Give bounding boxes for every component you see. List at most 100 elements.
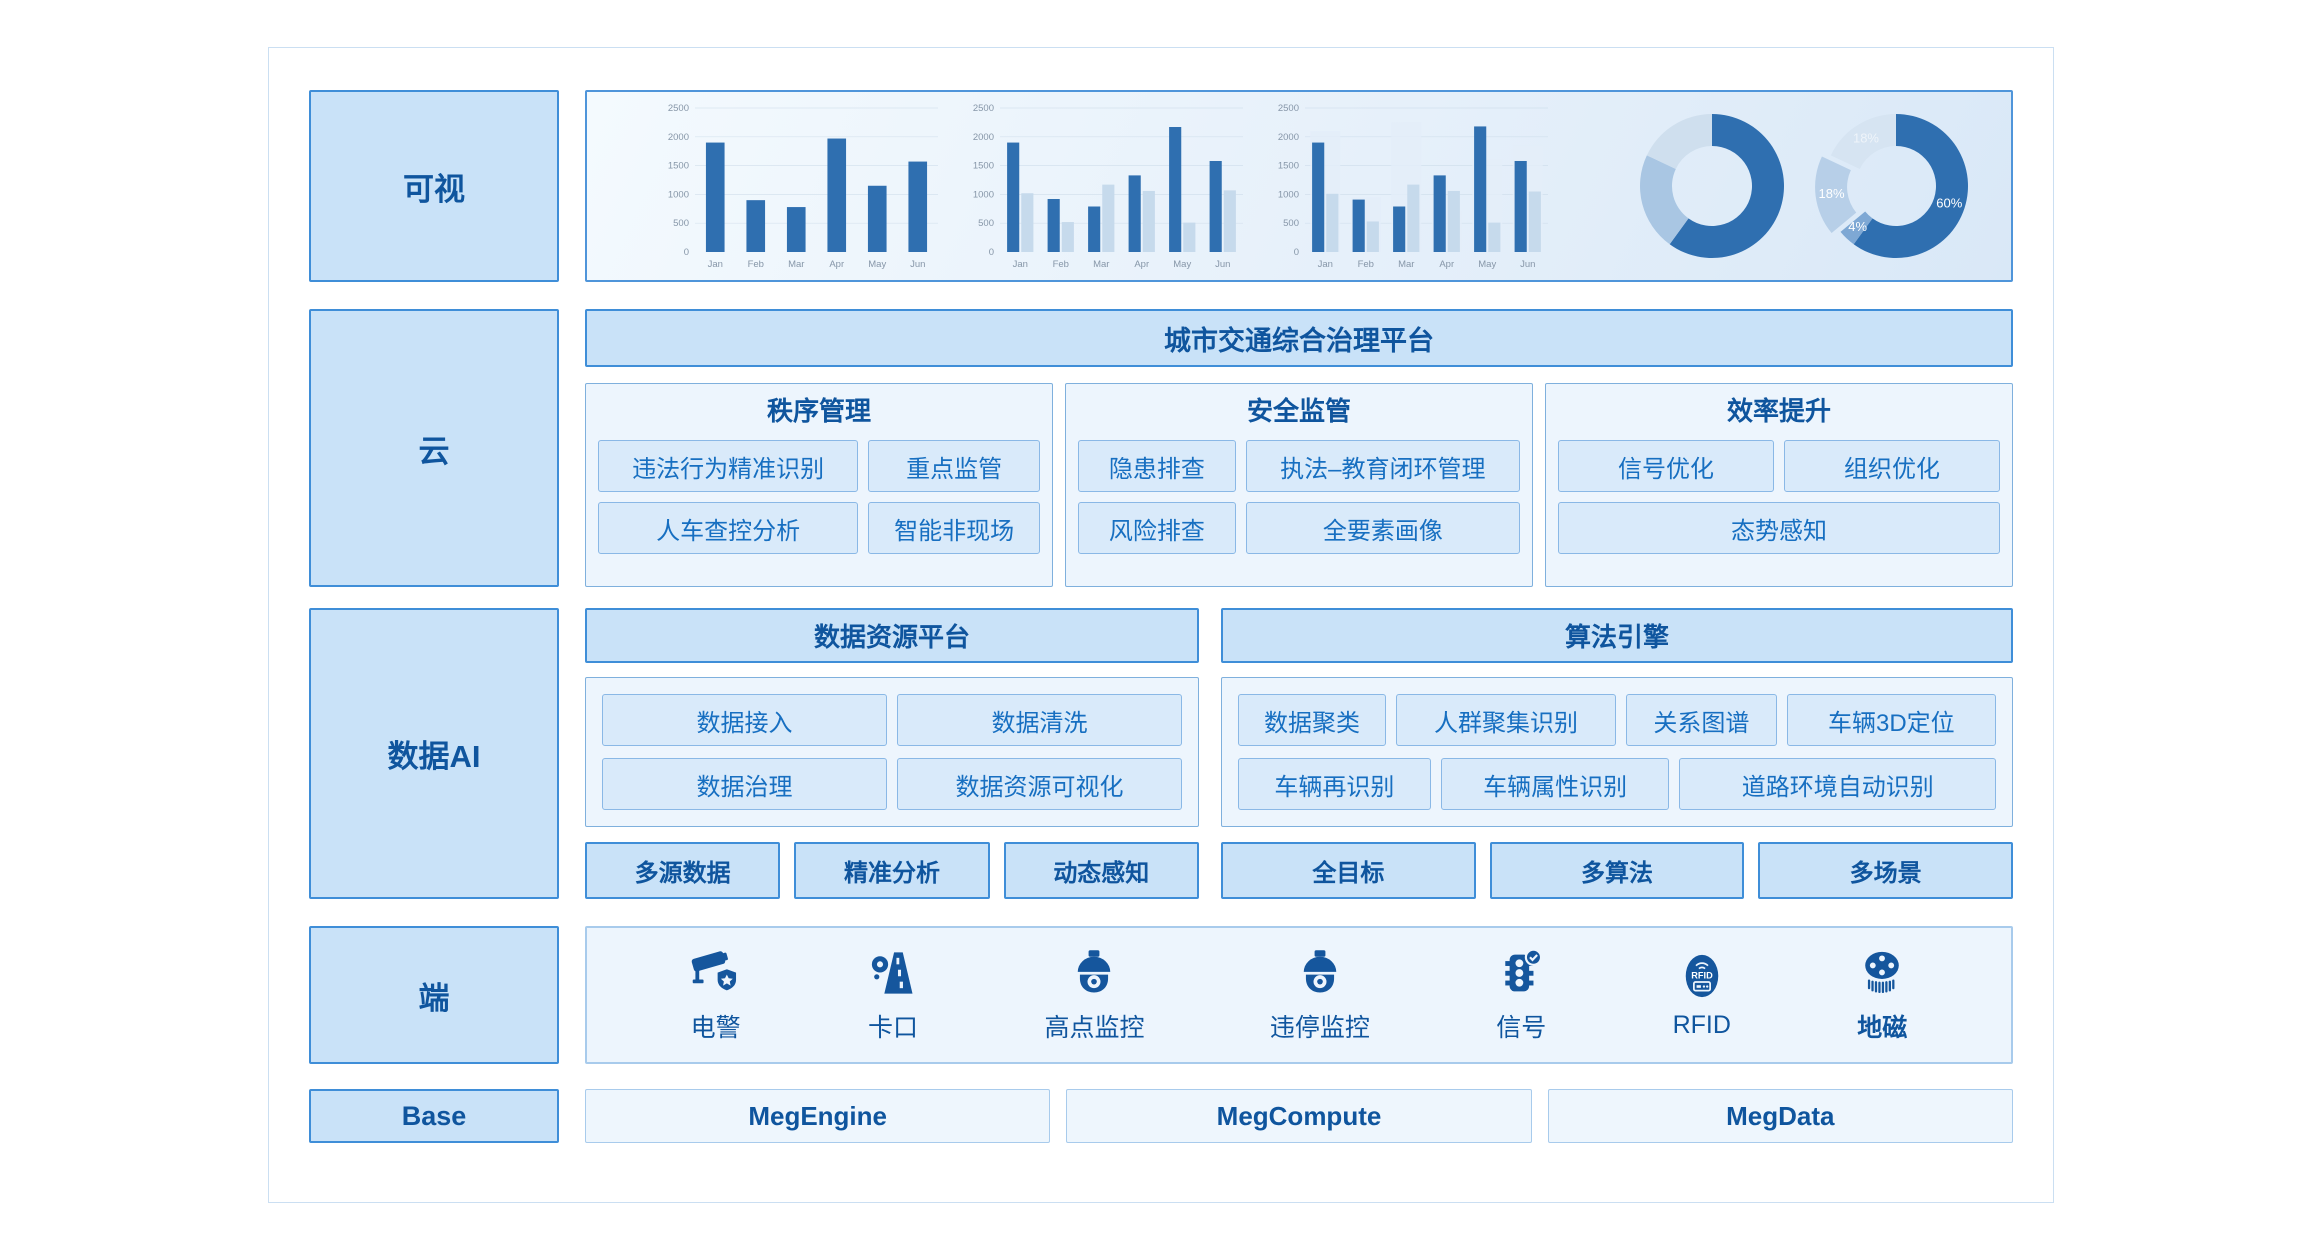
feature-button: 道路环境自动识别 (1679, 758, 1997, 810)
svg-text:0: 0 (989, 247, 994, 258)
capability-tag: 全目标 (1221, 842, 1476, 899)
feature-button: 隐患排查 (1078, 440, 1236, 492)
section-order-management: 秩序管理 违法行为精准识别 重点监管 人车查控分析 智能非现场 (585, 383, 1053, 587)
data-platform-panel: 数据接入 数据清洗 数据治理 数据资源可视化 (585, 677, 1199, 827)
feature-button: 车辆再识别 (1238, 758, 1431, 810)
magnetometer-coil-icon (1865, 951, 1900, 993)
feature-button: 违法行为精准识别 (598, 440, 859, 492)
data-ai-content: 数据资源平台 算法引擎 数据接入 数据清洗 数据治理 数据资源可视 (585, 608, 2014, 899)
svg-text:0: 0 (684, 247, 689, 258)
feature-button: 重点监管 (868, 440, 1040, 492)
svg-text:2000: 2000 (973, 132, 994, 143)
svg-text:Jun: Jun (1215, 259, 1230, 270)
feature-button: 关系图谱 (1626, 694, 1777, 746)
feature-button: 全要素画像 (1245, 502, 1520, 554)
data-platform-header: 数据资源平台 (585, 608, 1199, 663)
svg-text:2500: 2500 (668, 103, 689, 114)
device-kakou: 卡口 (867, 947, 919, 1044)
feature-button: 人车查控分析 (598, 502, 859, 554)
layer-row-base: Base MegEngine MegCompute MegData (309, 1089, 2013, 1143)
capability-tag: 多算法 (1489, 842, 1745, 899)
capability-tag: 动态感知 (1003, 842, 1199, 899)
dome-camera-icon (1078, 949, 1111, 992)
svg-text:Jun: Jun (910, 259, 925, 270)
layer-label-edge: 端 (309, 926, 559, 1064)
svg-text:1500: 1500 (1278, 161, 1299, 172)
feature-button: 数据清洗 (897, 694, 1182, 746)
feature-button: 组织优化 (1784, 440, 2000, 492)
feature-button: 数据治理 (602, 758, 887, 810)
svg-text:18%: 18% (1818, 186, 1844, 201)
capability-tag: 精准分析 (794, 842, 990, 899)
svg-text:500: 500 (1283, 218, 1299, 229)
rfid-icon-text: RFID (1691, 971, 1713, 981)
svg-text:May: May (1173, 259, 1191, 270)
donut-charts: 60% 4% 18% 18% (1627, 101, 1981, 271)
svg-text:May: May (1478, 259, 1496, 270)
layer-label-cloud: 云 (309, 309, 559, 587)
layer-label-base: Base (309, 1089, 559, 1143)
svg-text:Jun: Jun (1520, 259, 1535, 270)
base-item-megcompute: MegCompute (1066, 1089, 1532, 1143)
feature-button: 车辆3D定位 (1786, 694, 1996, 746)
svg-text:2000: 2000 (668, 132, 689, 143)
feature-button: 数据聚类 (1238, 694, 1386, 746)
svg-text:Mar: Mar (1093, 259, 1109, 270)
device-label: 高点监控 (1044, 1013, 1145, 1042)
section-safety-supervision: 安全监管 隐患排查 执法–教育闭环管理 风险排查 全要素画像 (1065, 383, 1533, 587)
bar-chart-3: 0 500 1000 1500 2000 2500 Jan Feb Mar Apr May Jun (1269, 98, 1554, 274)
svg-text:18%: 18% (1853, 131, 1879, 146)
algo-engine-panel: 数据聚类 人群聚集识别 关系图谱 车辆3D定位 车辆再识别 车辆属性识别 道路环… (1221, 677, 2013, 827)
donut-chart-1 (1627, 101, 1797, 271)
device-xinhao: 信号 (1495, 947, 1547, 1044)
svg-text:Feb: Feb (1053, 259, 1069, 270)
capability-tag: 多源数据 (585, 842, 781, 899)
device-label: 地磁 (1857, 1013, 1908, 1042)
feature-button: 车辆属性识别 (1440, 758, 1670, 810)
svg-text:0: 0 (1294, 247, 1299, 258)
section-title: 安全监管 (1246, 396, 1351, 426)
device-label: 卡口 (868, 1013, 919, 1042)
layer-label-data-ai: 数据AI (309, 608, 559, 899)
svg-text:500: 500 (673, 218, 689, 229)
feature-button: 态势感知 (1558, 502, 2000, 554)
layer-label-visual: 可视 (309, 90, 559, 282)
device-dianjing: 电警 (690, 947, 742, 1044)
traffic-light-check-icon (1505, 948, 1543, 991)
svg-text:Feb: Feb (748, 259, 764, 270)
dashboard-preview-panel: 0 500 1000 1500 2000 2500 Jan Feb Mar Apr May Jun 0… (585, 90, 2013, 282)
base-item-megengine: MegEngine (585, 1089, 1051, 1143)
svg-text:Apr: Apr (829, 259, 844, 270)
base-items: MegEngine MegCompute MegData (585, 1089, 2013, 1143)
layer-row-data-ai: 数据AI 数据资源平台 算法引擎 数据接入 数据清洗 (309, 608, 2014, 899)
feature-button: 智能非现场 (868, 502, 1040, 554)
feature-button: 执法–教育闭环管理 (1245, 440, 1520, 492)
edge-devices-panel: 电警 卡口 (585, 926, 2013, 1064)
layer-row-cloud: 云 城市交通综合治理平台 秩序管理 违法行为精准识别 重点监管 人车查控分析 智… (309, 309, 2013, 587)
section-title: 秩序管理 (766, 396, 871, 426)
svg-text:1000: 1000 (1278, 189, 1299, 200)
rfid-tag-icon: RFID (1685, 954, 1718, 998)
device-label: 违停监控 (1269, 1013, 1370, 1042)
device-label: 信号 (1496, 1013, 1547, 1042)
svg-text:4%: 4% (1848, 219, 1867, 234)
cloud-content: 城市交通综合治理平台 秩序管理 违法行为精准识别 重点监管 人车查控分析 智能非… (585, 309, 2013, 587)
data-ai-headers: 数据资源平台 算法引擎 (585, 608, 2013, 663)
platform-title-bar: 城市交通综合治理平台 (585, 309, 2013, 367)
svg-text:Apr: Apr (1439, 259, 1454, 270)
svg-text:Mar: Mar (1398, 259, 1414, 270)
svg-text:60%: 60% (1936, 195, 1962, 210)
capability-tag: 多场景 (1758, 842, 2014, 899)
svg-text:Jan: Jan (708, 259, 723, 270)
layer-row-visual: 可视 0 500 1000 1500 2000 2500 Jan Feb Mar Apr May Ju… (309, 90, 2013, 282)
svg-text:Jan: Jan (1013, 259, 1028, 270)
svg-text:Feb: Feb (1358, 259, 1374, 270)
layer-row-edge: 端 电警 (309, 926, 2013, 1064)
svg-text:2500: 2500 (973, 103, 994, 114)
svg-text:2000: 2000 (1278, 132, 1299, 143)
bar-chart-2: 0 500 1000 1500 2000 2500 Jan Feb Mar Apr May Jun (964, 98, 1249, 274)
feature-button: 数据资源可视化 (897, 758, 1182, 810)
bar-chart-1: 0 500 1000 1500 2000 2500 Jan Feb Mar Apr May Jun (659, 98, 944, 274)
base-item-megdata: MegData (1547, 1089, 2013, 1143)
dome-camera-icon (1303, 949, 1337, 992)
